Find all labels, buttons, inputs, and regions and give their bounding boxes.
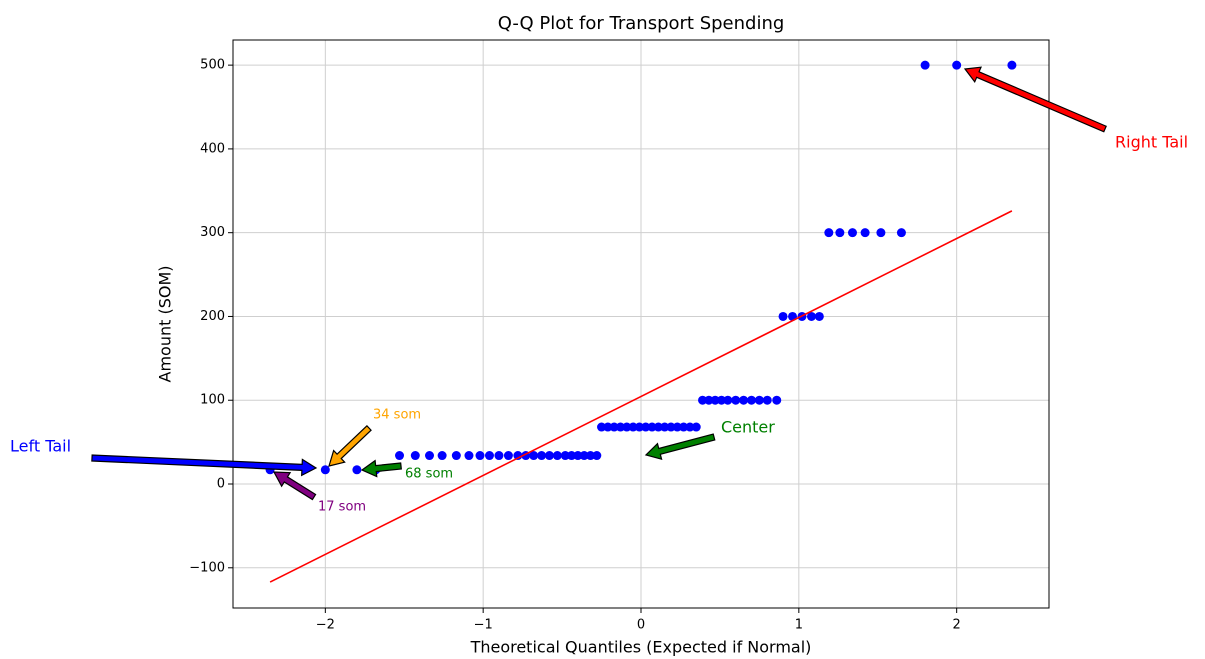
annotation-arrow [91,454,318,477]
data-point [806,311,816,321]
data-point [579,451,589,461]
annotation-text: 34 som [373,408,421,423]
data-point [560,451,570,461]
data-point [710,395,720,405]
data-point [537,451,547,461]
y-tick-label: 100 [200,393,225,408]
annotation-arrow [328,424,372,467]
data-point [723,395,733,405]
data-point [597,422,607,432]
data-point [634,422,644,432]
data-point [475,451,485,461]
data-point [352,465,362,475]
chart-title: Q-Q Plot for Transport Spending [498,13,785,34]
data-point [484,451,494,461]
data-point [679,422,689,432]
annotation-text: 68 som [405,467,453,482]
y-tick-label: 0 [217,477,225,492]
annotation-text: Left Tail [10,437,71,456]
y-tick-label: 300 [200,225,225,240]
data-point [847,228,857,238]
plot-frame [232,39,1050,609]
data-point [609,422,619,432]
annotation-arrow [272,471,317,501]
data-point [762,395,772,405]
data-point [494,451,504,461]
x-tick-label: −1 [474,618,493,633]
fit-line [269,210,1013,583]
data-point [529,451,539,461]
data-point [552,451,562,461]
data-point [647,422,657,432]
data-point [685,422,695,432]
data-point [731,395,741,405]
data-point [603,422,613,432]
annotation-text: 17 som [318,500,366,515]
data-point [698,395,708,405]
data-point [410,451,420,461]
data-point [746,395,756,405]
x-tick-label: 2 [953,618,961,633]
data-point [451,451,461,461]
y-tick-label: −100 [189,560,225,575]
data-point [622,422,632,432]
data-point [704,395,714,405]
data-point [754,395,764,405]
annotation-text: Right Tail [1115,133,1188,152]
data-point [660,422,670,432]
data-point [615,422,625,432]
data-point [778,311,788,321]
data-point [641,422,651,432]
data-point [952,60,962,70]
data-point [672,422,682,432]
data-point [585,451,595,461]
data-point [772,395,782,405]
y-axis-label: Amount (SOM) [156,266,175,383]
y-tick-label: 200 [200,309,225,324]
data-point [896,228,906,238]
annotation-arrow [360,459,402,478]
data-point [835,228,845,238]
x-tick-label: 0 [637,618,645,633]
x-axis-label: Theoretical Quantiles (Expected if Norma… [470,638,812,657]
data-point [567,451,577,461]
annotation-arrow [963,66,1107,133]
data-point [320,465,330,475]
data-point [860,228,870,238]
y-tick-label: 500 [200,58,225,73]
annotation-text: Center [721,418,775,437]
data-point [920,60,930,70]
data-point [592,451,602,461]
data-point [653,422,663,432]
data-point [464,451,474,461]
y-tick-label: 400 [200,141,225,156]
data-point [691,422,701,432]
data-point [716,395,726,405]
data-point [628,422,638,432]
data-point [395,451,405,461]
data-point [814,311,824,321]
data-point [425,451,435,461]
data-point [739,395,749,405]
data-point [437,451,447,461]
data-point [1007,60,1017,70]
data-point [573,451,583,461]
data-point [666,422,676,432]
data-point [544,451,554,461]
data-point [876,228,886,238]
x-tick-label: −2 [316,618,335,633]
data-point [503,451,513,461]
x-tick-label: 1 [795,618,803,633]
annotation-arrow [644,433,716,460]
data-point [824,228,834,238]
